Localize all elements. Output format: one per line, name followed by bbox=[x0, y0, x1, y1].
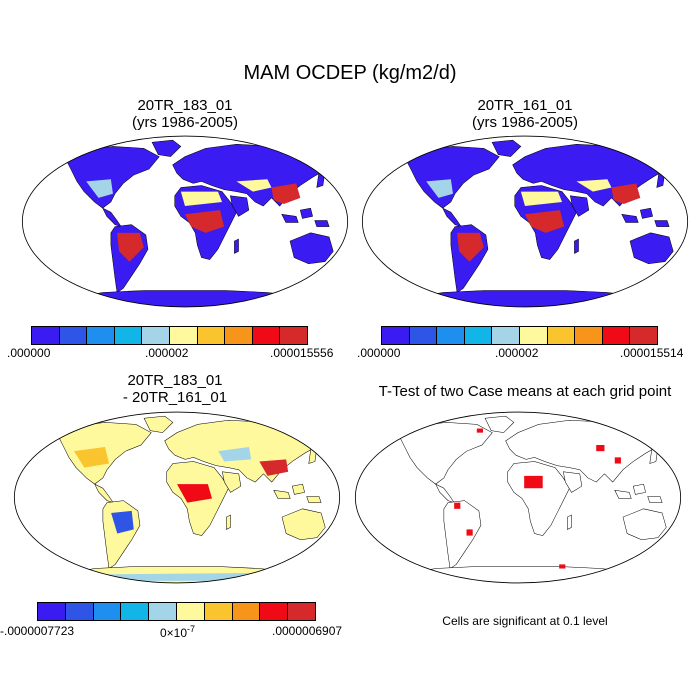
panel-1-title-line2: (yrs 1986-2005) bbox=[132, 114, 238, 131]
colorbar-1-label-mid: .000002 bbox=[145, 346, 189, 360]
colorbar-1-swatch bbox=[197, 327, 226, 344]
panel-2-title: 20TR_161_01 (yrs 1986-2005) bbox=[360, 97, 690, 131]
colorbar-3-swatch bbox=[176, 603, 205, 620]
colorbar-3-label-zero: 0×10-7 bbox=[160, 624, 195, 640]
panel-2-title-line2: (yrs 1986-2005) bbox=[472, 114, 578, 131]
colorbar-2-swatch bbox=[602, 327, 631, 344]
colorbar-1-swatch bbox=[252, 327, 281, 344]
colorbar-3-swatch bbox=[38, 603, 66, 620]
panel-4-title: T-Test of two Case means at each grid po… bbox=[355, 383, 695, 400]
panel-1-title: 20TR_183_01 (yrs 1986-2005) bbox=[20, 97, 350, 131]
panel-3-title-line1: 20TR_183_01 bbox=[127, 372, 223, 389]
colorbar-2-swatch bbox=[382, 327, 410, 344]
map-panel-2 bbox=[361, 135, 689, 308]
colorbar-3-swatch bbox=[149, 603, 177, 620]
map-panel-4 bbox=[354, 411, 682, 584]
colorbar-3-swatch bbox=[260, 603, 289, 620]
colorbar-2-label-max: .000015514 bbox=[620, 346, 684, 360]
colorbar-1-swatch bbox=[142, 327, 170, 344]
colorbar-3-swatch bbox=[121, 603, 150, 620]
colorbar-1-swatch bbox=[169, 327, 198, 344]
colorbar-3-swatch bbox=[288, 603, 315, 620]
colorbar-3-swatch bbox=[232, 603, 261, 620]
colorbar-2-swatch bbox=[492, 327, 520, 344]
colorbar-2-swatch bbox=[519, 327, 548, 344]
colorbar-2-swatch bbox=[464, 327, 493, 344]
colorbar-3-swatch bbox=[204, 603, 233, 620]
colorbar-3-swatch bbox=[93, 603, 122, 620]
colorbar-1-swatch bbox=[225, 327, 253, 344]
colorbar-2-swatch bbox=[547, 327, 576, 344]
colorbar-1-swatch bbox=[59, 327, 88, 344]
colorbar-1-label-min: .000000 bbox=[7, 346, 51, 360]
colorbar-1 bbox=[31, 326, 308, 345]
colorbar-2 bbox=[381, 326, 658, 345]
colorbar-1-swatch bbox=[32, 327, 60, 344]
colorbar-2-swatch bbox=[630, 327, 657, 344]
figure-title: MAM OCDEP (kg/m2/d) bbox=[243, 62, 457, 84]
colorbar-2-label-min: .000000 bbox=[357, 346, 401, 360]
colorbar-1-swatch bbox=[114, 327, 143, 344]
colorbar-1-swatch bbox=[280, 327, 307, 344]
map-panel-1 bbox=[21, 135, 349, 308]
colorbar-3-label-min: -.0000007723 bbox=[0, 624, 75, 638]
colorbar-2-swatch bbox=[575, 327, 603, 344]
panel-3-title-line2: - 20TR_161_01 bbox=[122, 389, 228, 406]
significance-footnote: Cells are significant at 0.1 level bbox=[442, 614, 608, 628]
colorbar-1-label-max: .000015556 bbox=[270, 346, 334, 360]
panel-4-title-line1: T-Test of two Case means at each grid po… bbox=[378, 383, 672, 400]
panel-1-title-line1: 20TR_183_01 bbox=[137, 97, 233, 114]
colorbar-2-label-mid: .000002 bbox=[495, 346, 539, 360]
colorbar-3-label-zero-base: 0×10 bbox=[160, 626, 188, 640]
colorbar-1-swatch bbox=[87, 327, 115, 344]
panel-2-title-line1: 20TR_161_01 bbox=[477, 97, 573, 114]
colorbar-2-swatch bbox=[437, 327, 465, 344]
panel-3-title: 20TR_183_01 - 20TR_161_01 bbox=[20, 372, 330, 406]
colorbar-3-label-zero-exponent: -7 bbox=[187, 624, 196, 634]
map-panel-3 bbox=[13, 411, 341, 584]
colorbar-3 bbox=[37, 602, 316, 621]
colorbar-3-swatch bbox=[65, 603, 94, 620]
colorbar-3-label-max: .0000006907 bbox=[272, 624, 343, 638]
colorbar-2-swatch bbox=[409, 327, 438, 344]
